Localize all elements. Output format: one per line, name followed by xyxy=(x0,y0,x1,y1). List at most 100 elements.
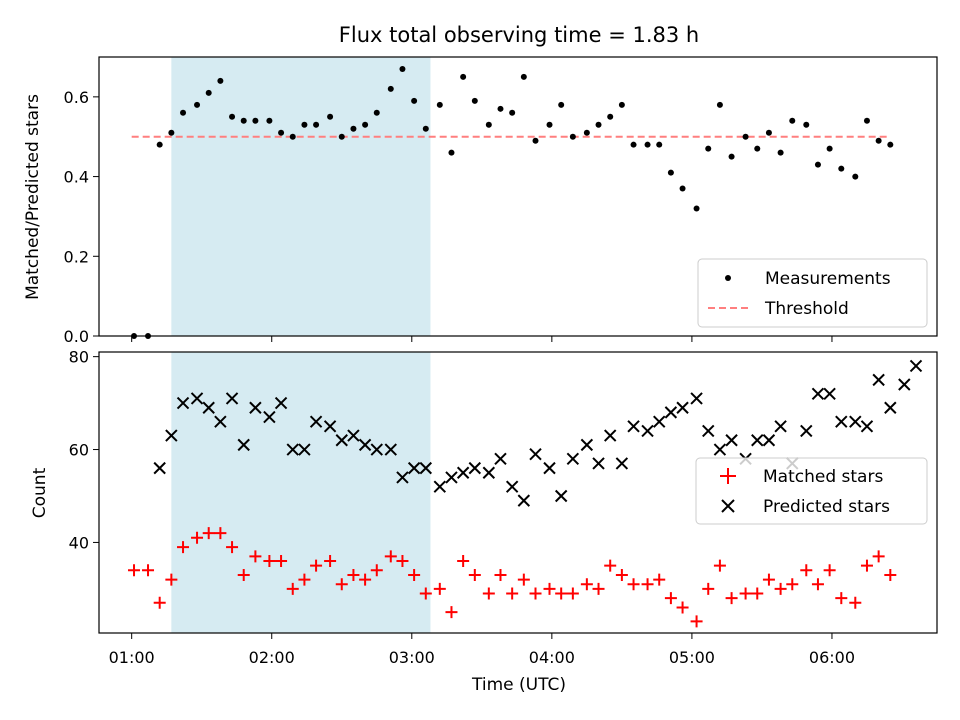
matched-star-point xyxy=(310,559,323,572)
matched-star-point xyxy=(457,555,470,568)
matched-star-point xyxy=(664,592,677,605)
measurement-point xyxy=(667,169,674,176)
predicted-star-point xyxy=(811,387,825,401)
matched-star-point xyxy=(884,568,897,581)
matched-star-point xyxy=(335,578,348,591)
predicted-star-point xyxy=(237,438,250,452)
measurement-point xyxy=(289,133,296,140)
matched-star-point xyxy=(725,592,738,605)
matched-star-point xyxy=(615,568,628,581)
predicted-star-point xyxy=(664,406,678,419)
matched-star-point xyxy=(849,596,862,609)
matched-star-point xyxy=(506,587,519,600)
matched-star-point xyxy=(529,587,542,600)
observing-span-top xyxy=(171,57,431,336)
predicted-star-point xyxy=(898,378,911,391)
predicted-star-point xyxy=(615,457,629,470)
top-ytick-label: 0.4 xyxy=(64,168,89,187)
measurement-point xyxy=(205,89,212,96)
measurement-point xyxy=(679,185,686,192)
measurement-point xyxy=(765,129,772,136)
bottom-ytick-label: 80 xyxy=(69,348,89,367)
predicted-star-point xyxy=(202,401,215,414)
legend-measurements-label: Measurements xyxy=(765,269,891,289)
matched-star-point xyxy=(237,568,250,581)
matched-star-point xyxy=(653,573,666,586)
measurement-point xyxy=(656,141,663,148)
matched-star-point xyxy=(445,606,458,619)
bottom-axes-frame xyxy=(98,351,938,634)
matched-star-point xyxy=(543,582,556,595)
bottom-legend: Matched stars Predicted stars xyxy=(695,457,928,525)
matched-star-point xyxy=(774,582,787,595)
matched-star-point xyxy=(592,582,605,595)
predicted-star-point xyxy=(225,392,239,405)
matched-star-point xyxy=(800,564,813,577)
predicted-star-point xyxy=(823,387,836,401)
predicted-star-point xyxy=(249,401,262,414)
chart-title: Flux total observing time = 1.83 h xyxy=(339,23,699,47)
measurement-point xyxy=(838,165,845,172)
matched-star-point xyxy=(165,573,178,586)
measurement-point xyxy=(875,137,882,144)
predicted-star-point xyxy=(529,447,542,461)
legend-matched-label: Matched stars xyxy=(763,467,883,487)
matched-star-point xyxy=(214,527,227,540)
measurement-point xyxy=(814,161,821,168)
measurement-point xyxy=(301,121,308,128)
measurement-point xyxy=(520,73,527,80)
matched-star-point xyxy=(872,550,885,563)
measurement-point xyxy=(777,149,784,156)
measurement-point xyxy=(803,121,810,128)
bottom-xtick-label: 03:00 xyxy=(389,648,435,667)
bottom-ytick-label: 60 xyxy=(69,441,89,460)
predicted-star-point xyxy=(762,434,776,447)
measurement-point xyxy=(595,121,602,128)
predicted-star-point xyxy=(800,424,813,438)
matched-star-point xyxy=(676,601,689,614)
predicted-star-point xyxy=(751,434,764,447)
predicted-star-point xyxy=(592,457,605,470)
predicted-star-point xyxy=(641,424,654,438)
measurement-point xyxy=(217,77,224,84)
top-ytick-label: 0.6 xyxy=(64,88,89,107)
measurement-point xyxy=(583,129,590,136)
predicted-star-point xyxy=(554,489,568,503)
matched-star-point xyxy=(580,578,593,591)
matched-star-point xyxy=(408,568,421,581)
predicted-star-point xyxy=(347,429,360,442)
measurement-point xyxy=(448,149,455,156)
measurement-point xyxy=(460,73,467,80)
measurement-point xyxy=(387,85,394,92)
predicted-star-point xyxy=(407,461,421,475)
measurement-point xyxy=(863,117,870,124)
matched-star-point xyxy=(153,596,166,609)
predicted-star-point xyxy=(298,443,311,456)
measurement-point xyxy=(436,101,443,108)
predicted-star-point xyxy=(419,461,433,475)
predicted-star-point xyxy=(445,471,458,484)
predicted-star-point xyxy=(505,480,519,493)
bottom-xtick-label: 04:00 xyxy=(529,648,575,667)
measurement-point xyxy=(887,141,894,148)
measurement-point xyxy=(728,153,735,160)
matched-star-point xyxy=(739,587,752,600)
predicted-star-point xyxy=(872,373,885,387)
predicted-star-point xyxy=(153,461,166,475)
bottom-x-ticks: 01:00 02:00 03:00 04:00 05:00 06:00 xyxy=(109,633,855,667)
measurement-point xyxy=(266,117,273,124)
observing-span-bottom xyxy=(171,352,431,633)
matched-star-point xyxy=(249,550,262,563)
measurement-point xyxy=(278,129,285,136)
matched-star-point xyxy=(298,573,311,586)
measurement-point xyxy=(509,109,516,116)
predicted-star-point xyxy=(323,420,337,433)
top-ytick-label: 0.0 xyxy=(64,327,89,346)
legend-predicted-marker xyxy=(721,499,735,513)
measurement-point xyxy=(168,129,175,136)
matched-star-point xyxy=(835,592,848,605)
measurement-points xyxy=(131,65,894,339)
matched-star-point xyxy=(433,582,446,595)
measurement-point xyxy=(240,117,247,124)
matched-star-point xyxy=(494,568,507,581)
